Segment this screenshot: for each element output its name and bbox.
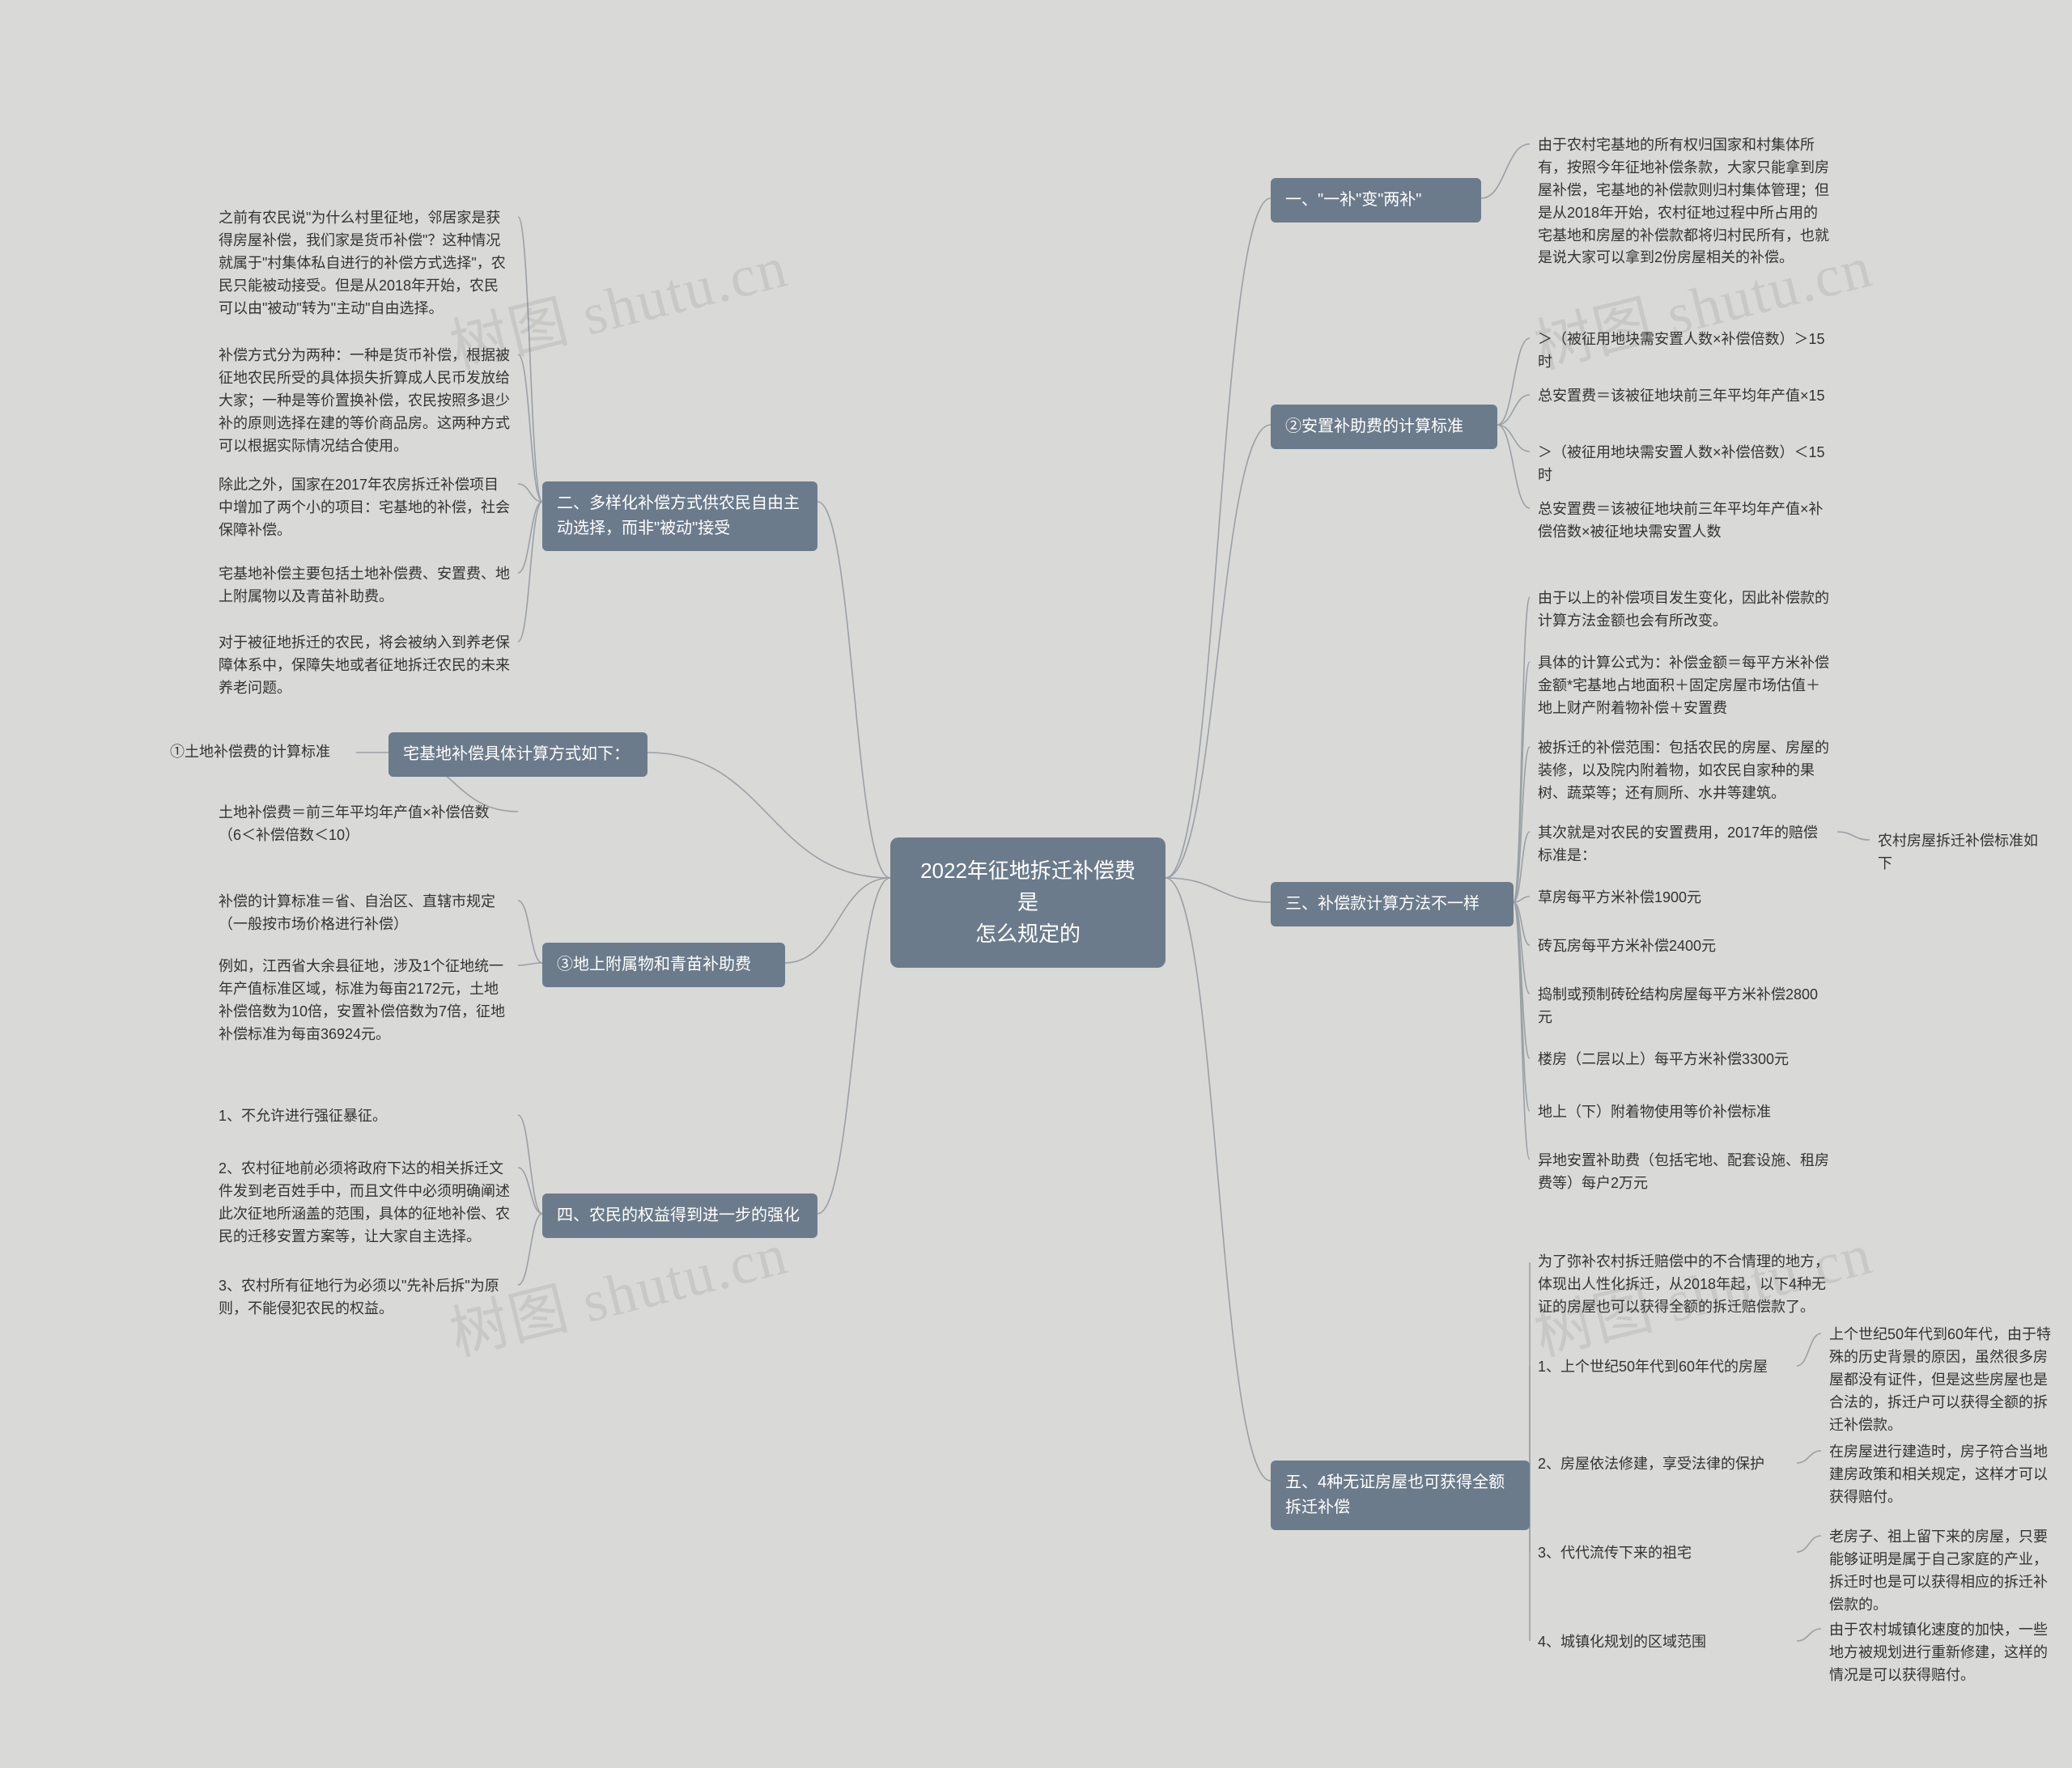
leaf-b2l2: 总安置费＝该被征地块前三年平均年产值×15 — [1530, 380, 1837, 413]
leaf-L3l2: 例如，江西省大余县征地，涉及1个征地统一年产值标准区域，标准为每亩2172元，土… — [210, 951, 518, 1051]
leaf-b2l1: ＞（被征用地块需安置人数×补偿倍数）＞15时 — [1530, 324, 1837, 379]
leaf-b2l3: ＞（被征用地块需安置人数×补偿倍数）＜15时 — [1530, 437, 1837, 492]
leaf-b3l5: 草房每平方米补偿1900元 — [1530, 882, 1837, 914]
mindmap-canvas: 树图 shutu.cn树图 shutu.cn树图 shutu.cn树图 shut… — [0, 0, 2072, 1768]
leaf-b3l6: 砖瓦房每平方米补偿2400元 — [1530, 931, 1837, 963]
leaf-b3l4c: 农村房屋拆迁补偿标准如下 — [1870, 825, 2056, 880]
leaf-L1l2: 补偿方式分为两种：一种是货币补偿，根据被征地农民所受的具体损失折算成人民币发放给… — [210, 340, 518, 462]
leaf-b5l3c: 老房子、祖上留下来的房屋，只要能够证明是属于自己家庭的产业，拆迁时也是可以获得相… — [1821, 1521, 2064, 1622]
leaf-b3l2: 具体的计算公式为：补偿金额＝每平方米补偿金额*宅基地占地面积＋固定房屋市场估值＋… — [1530, 647, 1837, 725]
leaf-b3l10: 异地安置补助费（包括宅地、配套设施、租房费等）每户2万元 — [1530, 1145, 1837, 1200]
leaf-L1l3: 除此之外，国家在2017年农房拆迁补偿项目中增加了两个小的项目：宅基地的补偿，社… — [210, 469, 518, 547]
leaf-b5l3: 3、代代流传下来的祖宅 — [1530, 1537, 1797, 1570]
leaf-b3l9: 地上（下）附着物使用等价补偿标准 — [1530, 1096, 1837, 1129]
leaf-L4l2: 2、农村征地前必须将政府下达的相关拆迁文件发到老百姓手中，而且文件中必须明确阐述… — [210, 1153, 518, 1253]
leaf-L2l1: 土地补偿费＝前三年平均年产值×补偿倍数（6＜补偿倍数＜10） — [210, 797, 518, 852]
branch-L1: 二、多样化补偿方式供农民自由主动选择，而非"被动"接受 — [542, 481, 817, 551]
leaf-b5pre: 为了弥补农村拆迁赔偿中的不合情理的地方，体现出人性化拆迁，从2018年起，以下4… — [1530, 1246, 1837, 1324]
leaf-b5l4c: 由于农村城镇化速度的加快，一些地方被规划进行重新修建，这样的情况是可以获得赔付。 — [1821, 1614, 2064, 1692]
branch-L2: 宅基地补偿具体计算方式如下： — [388, 732, 648, 777]
leaf-L3l1: 补偿的计算标准＝省、自治区、直辖市规定（一般按市场价格进行补偿） — [210, 886, 518, 941]
leaf-b5l1: 1、上个世纪50年代到60年代的房屋 — [1530, 1351, 1797, 1384]
leaf-b5l2: 2、房屋依法修建，享受法律的保护 — [1530, 1448, 1797, 1481]
leaf-b3l1: 由于以上的补偿项目发生变化，因此补偿款的计算方法金额也会有所改变。 — [1530, 583, 1837, 638]
branch-b2: ②安置补助费的计算标准 — [1271, 405, 1497, 449]
branch-L3: ③地上附属物和青苗补助费 — [542, 943, 785, 987]
leaf-b3l3: 被拆迁的补偿范围：包括农民的房屋、房屋的装修，以及院内附着物，如农民自家种的果树… — [1530, 732, 1837, 810]
leaf-L4l1: 1、不允许进行强征暴征。 — [210, 1100, 518, 1133]
branch-b5: 五、4种无证房屋也可获得全额拆迁补偿 — [1271, 1461, 1530, 1530]
branch-b3: 三、补偿款计算方法不一样 — [1271, 882, 1514, 926]
leaf-b3l7: 捣制或预制砖砼结构房屋每平方米补偿2800元 — [1530, 979, 1837, 1034]
leaf-L1l5: 对于被征地拆迁的农民，将会被纳入到养老保障体系中，保障失地或者征地拆迁农民的未来… — [210, 627, 518, 705]
leaf-L1l4: 宅基地补偿主要包括土地补偿费、安置费、地上附属物以及青苗补助费。 — [210, 558, 518, 613]
leaf-b3l4: 其次就是对农民的安置费用，2017年的赔偿标准是： — [1530, 817, 1837, 872]
leaf-L4l3: 3、农村所有征地行为必须以"先补后拆"为原则，不能侵犯农民的权益。 — [210, 1270, 518, 1325]
leaf-b5l4: 4、城镇化规划的区域范围 — [1530, 1626, 1797, 1659]
leaf-b2l4: 总安置费＝该被征地块前三年平均年产值×补偿倍数×被征地块需安置人数 — [1530, 494, 1837, 549]
root-node: 2022年征地拆迁补偿费是 怎么规定的 — [890, 837, 1166, 968]
leaf-L1l1: 之前有农民说"为什么村里征地，邻居家是获得房屋补偿，我们家是货币补偿"？这种情况… — [210, 202, 518, 324]
branch-L4: 四、农民的权益得到进一步的强化 — [542, 1194, 817, 1238]
leaf-L2pre: ①土地补偿费的计算标准 — [162, 736, 356, 769]
branch-b1: 一、"一补"变"两补" — [1271, 178, 1481, 223]
leaf-b1l1: 由于农村宅基地的所有权归国家和村集体所有，按照今年征地补偿条款，大家只能拿到房屋… — [1530, 129, 1837, 274]
leaf-b3l8: 楼房（二层以上）每平方米补偿3300元 — [1530, 1044, 1837, 1076]
leaf-b5l1c: 上个世纪50年代到60年代，由于特殊的历史背景的原因，虽然很多房屋都没有证件，但… — [1821, 1319, 2064, 1441]
leaf-b5l2c: 在房屋进行建造时，房子符合当地建房政策和相关规定，这样才可以获得赔付。 — [1821, 1436, 2064, 1514]
